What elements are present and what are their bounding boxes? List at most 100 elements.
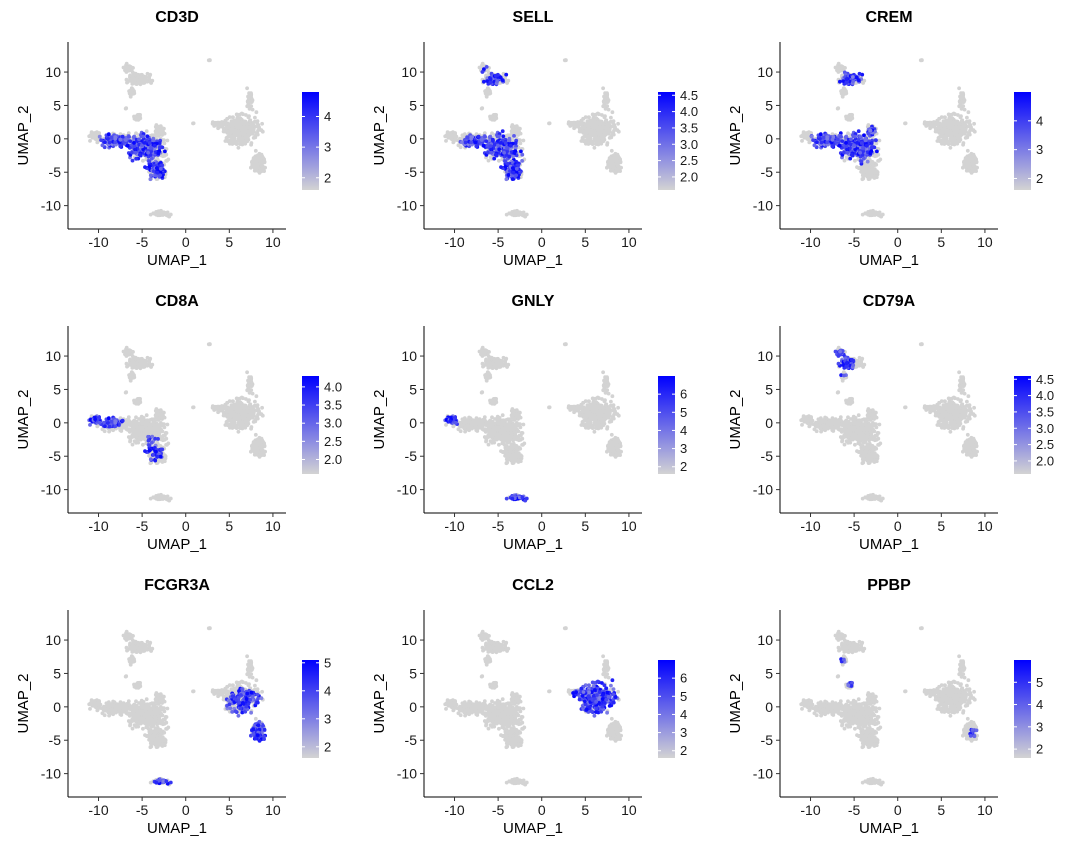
cell-point-expressing xyxy=(512,134,516,138)
cell-point xyxy=(616,129,621,134)
cell-point xyxy=(509,129,514,134)
cell-point xyxy=(148,212,153,217)
y-tick-label: -10 xyxy=(41,198,61,214)
cell-point-expressing xyxy=(493,152,498,157)
cell-point-expressing xyxy=(143,141,148,145)
cell-point-expressing xyxy=(486,150,490,155)
cell-point xyxy=(587,115,591,120)
cell-point xyxy=(144,129,149,134)
cell-point-expressing xyxy=(853,134,857,139)
cell-point-expressing xyxy=(130,158,135,163)
cell-point xyxy=(249,104,254,108)
cell-point-expressing xyxy=(141,134,145,139)
cell-point xyxy=(247,107,252,111)
cell-point xyxy=(968,154,973,159)
cell-point xyxy=(206,58,211,63)
legend-tick-label: 2.5 xyxy=(680,153,698,168)
cell-point-expressing xyxy=(825,136,830,141)
cell-point xyxy=(150,78,155,83)
x-axis-title: UMAP_1 xyxy=(147,252,207,269)
cell-point-expressing xyxy=(856,129,861,134)
panel-title: CREM xyxy=(865,9,912,26)
cell-point xyxy=(961,122,966,127)
cell-point xyxy=(938,131,943,136)
cell-point xyxy=(866,212,871,217)
cell-point-expressing xyxy=(484,65,489,69)
cell-point xyxy=(610,110,615,115)
cell-point xyxy=(945,141,950,146)
cell-point xyxy=(226,131,231,136)
cell-point xyxy=(456,143,461,148)
cell-point xyxy=(903,121,908,126)
cell-point-expressing xyxy=(503,141,508,145)
cell-point-expressing xyxy=(859,159,864,164)
cell-point-expressing xyxy=(118,137,123,142)
cell-point xyxy=(236,145,241,150)
cell-point xyxy=(972,121,976,126)
cell-point xyxy=(132,114,136,119)
cell-point xyxy=(259,159,264,163)
cell-point-expressing xyxy=(809,134,814,139)
cell-point xyxy=(613,125,617,129)
cell-point-expressing xyxy=(148,153,153,157)
cell-point xyxy=(608,119,613,124)
cell-point xyxy=(867,170,872,175)
cell-point-expressing xyxy=(154,166,159,171)
color-legend: 234 xyxy=(302,92,331,190)
cell-point-expressing xyxy=(849,137,853,142)
cell-point-expressing xyxy=(127,135,131,139)
cell-point xyxy=(224,136,229,140)
cell-point-expressing xyxy=(125,143,130,148)
cell-point xyxy=(138,113,143,117)
cell-point xyxy=(253,148,258,153)
cell-point xyxy=(191,121,196,126)
cell-point xyxy=(231,122,236,127)
cell-point xyxy=(239,125,243,129)
cell-point-expressing xyxy=(137,152,142,157)
cell-point-expressing xyxy=(106,132,111,137)
cell-point xyxy=(600,129,605,133)
cell-point xyxy=(128,94,133,99)
cell-point-expressing xyxy=(480,70,485,74)
cell-point xyxy=(844,114,848,119)
cell-point xyxy=(221,129,226,134)
cell-point-expressing xyxy=(508,143,513,148)
cell-point xyxy=(249,122,254,127)
cell-point-expressing xyxy=(123,138,128,142)
cell-point-expressing xyxy=(844,144,849,149)
cell-point xyxy=(804,135,808,140)
cell-point xyxy=(948,145,953,150)
legend-tick-label: 4 xyxy=(324,109,331,124)
x-tick-label: 0 xyxy=(538,234,546,250)
cell-point xyxy=(125,80,129,85)
cell-point xyxy=(218,122,223,127)
cell-point xyxy=(486,158,491,163)
cell-point-expressing xyxy=(505,145,509,150)
cell-point xyxy=(233,141,238,146)
x-tick-label: -5 xyxy=(492,234,505,250)
cell-point xyxy=(605,141,610,145)
x-tick-label: 0 xyxy=(182,234,190,250)
cell-point xyxy=(581,122,586,126)
cell-point xyxy=(497,158,501,163)
cell-point xyxy=(591,116,596,120)
cell-point-expressing xyxy=(498,75,503,80)
cell-point xyxy=(121,65,126,70)
cell-point xyxy=(601,86,605,91)
y-axis-title: UMAP_2 xyxy=(15,105,32,165)
cell-point xyxy=(618,169,622,174)
cell-point xyxy=(972,129,977,134)
cell-point xyxy=(238,138,243,143)
cell-point-expressing xyxy=(510,166,515,171)
cell-point-expressing xyxy=(830,137,835,142)
x-tick-label: 10 xyxy=(265,234,281,250)
cell-point xyxy=(128,88,133,93)
cell-point xyxy=(609,148,614,153)
cell-point xyxy=(521,138,526,143)
cell-point xyxy=(153,129,158,134)
x-tick-label: 5 xyxy=(225,234,233,250)
cell-point xyxy=(593,120,597,124)
cell-point-expressing xyxy=(158,145,162,150)
